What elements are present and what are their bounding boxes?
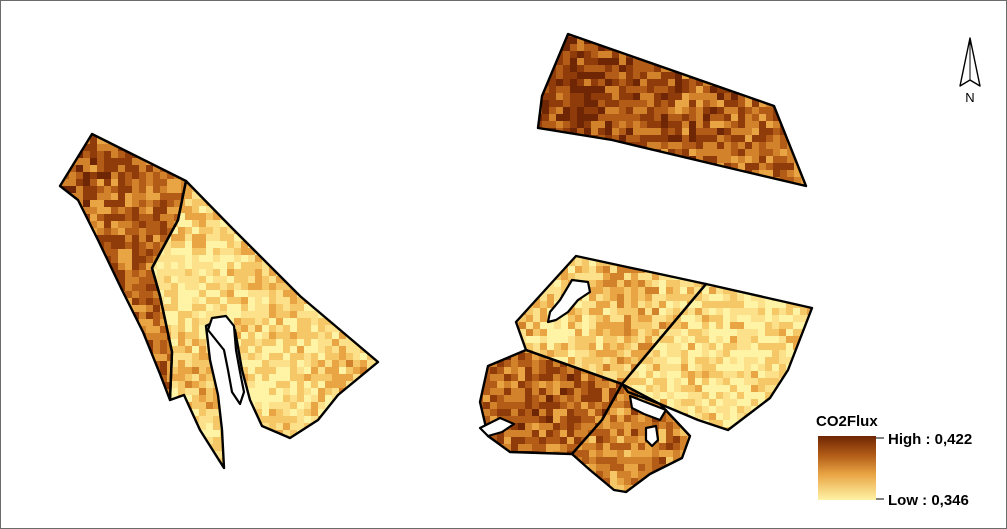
legend-low-label: Low : 0,346 (888, 492, 969, 509)
legend-high-label: High : 0,422 (888, 431, 972, 448)
exclusion-bottom-right-notch (628, 394, 668, 422)
exclusion-left-channel (206, 314, 246, 406)
field-boundary-mid-right (620, 282, 814, 432)
north-arrow-label: N (965, 90, 974, 105)
legend: CO2Flux High : 0,422 Low : 0,346 (816, 413, 972, 509)
co2flux-raster-layer (60, 34, 812, 492)
field-boundary-left-east (150, 179, 380, 470)
exclusion-bottom-left-notch (478, 416, 516, 438)
field-boundary-top-right (536, 32, 808, 188)
exclusion-mid-pond (546, 278, 592, 324)
raster-top-right (538, 34, 806, 186)
exclusion-bottom-right-spot (644, 424, 660, 448)
field-exclusions (206, 278, 668, 448)
field-boundary-bottom-right (570, 382, 692, 494)
north-arrow: N (959, 37, 981, 105)
legend-color-ramp (818, 436, 876, 500)
legend-title: CO2Flux (816, 413, 878, 430)
field-boundaries (58, 32, 814, 494)
